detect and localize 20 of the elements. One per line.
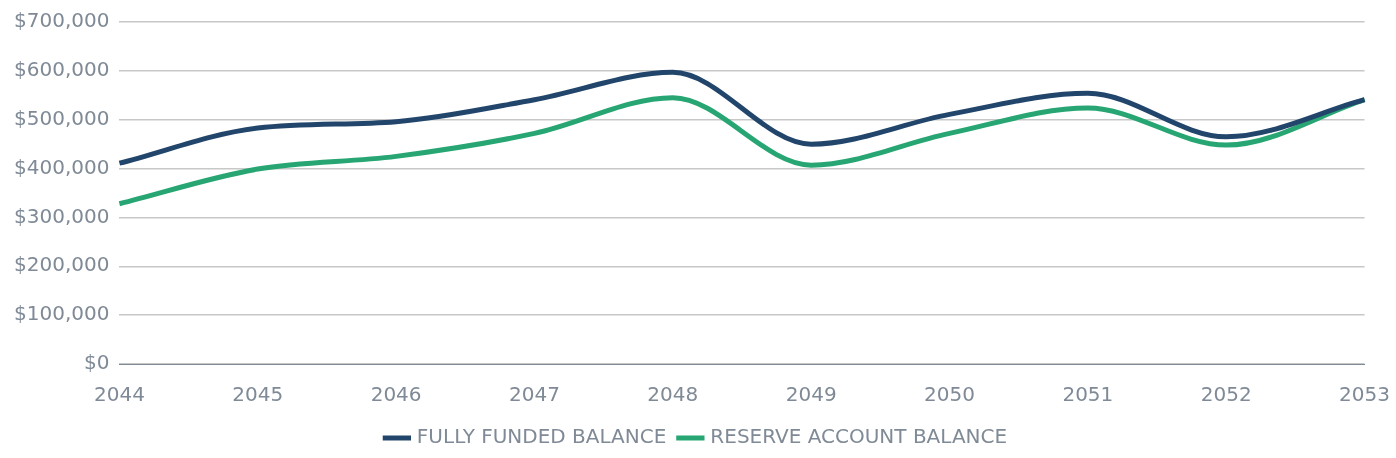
x-tick-label: 2052 bbox=[1200, 382, 1252, 407]
y-tick-label: $200,000 bbox=[13, 252, 110, 277]
y-tick-label: $100,000 bbox=[13, 301, 110, 326]
x-tick-label: 2046 bbox=[370, 382, 422, 407]
y-tick-label: $600,000 bbox=[13, 57, 110, 82]
x-tick-label: 2049 bbox=[785, 382, 837, 407]
y-tick-label: $300,000 bbox=[13, 203, 110, 228]
y-tick-label: $400,000 bbox=[13, 154, 110, 179]
x-tick-label: 2045 bbox=[232, 382, 284, 407]
x-tick-label: 2048 bbox=[647, 382, 699, 407]
y-tick-label: $0 bbox=[83, 350, 110, 375]
y-tick-label: $700,000 bbox=[13, 8, 110, 33]
x-tick-label: 2053 bbox=[1339, 382, 1390, 407]
x-tick-label: 2047 bbox=[509, 382, 560, 407]
legend-label: RESERVE ACCOUNT BALANCE bbox=[710, 424, 1008, 449]
y-tick-label: $500,000 bbox=[13, 105, 110, 130]
legend-label: FULLY FUNDED BALANCE bbox=[416, 424, 667, 449]
x-tick-label: 2044 bbox=[93, 382, 145, 407]
x-tick-label: 2050 bbox=[924, 382, 975, 407]
x-tick-label: 2051 bbox=[1062, 382, 1114, 407]
